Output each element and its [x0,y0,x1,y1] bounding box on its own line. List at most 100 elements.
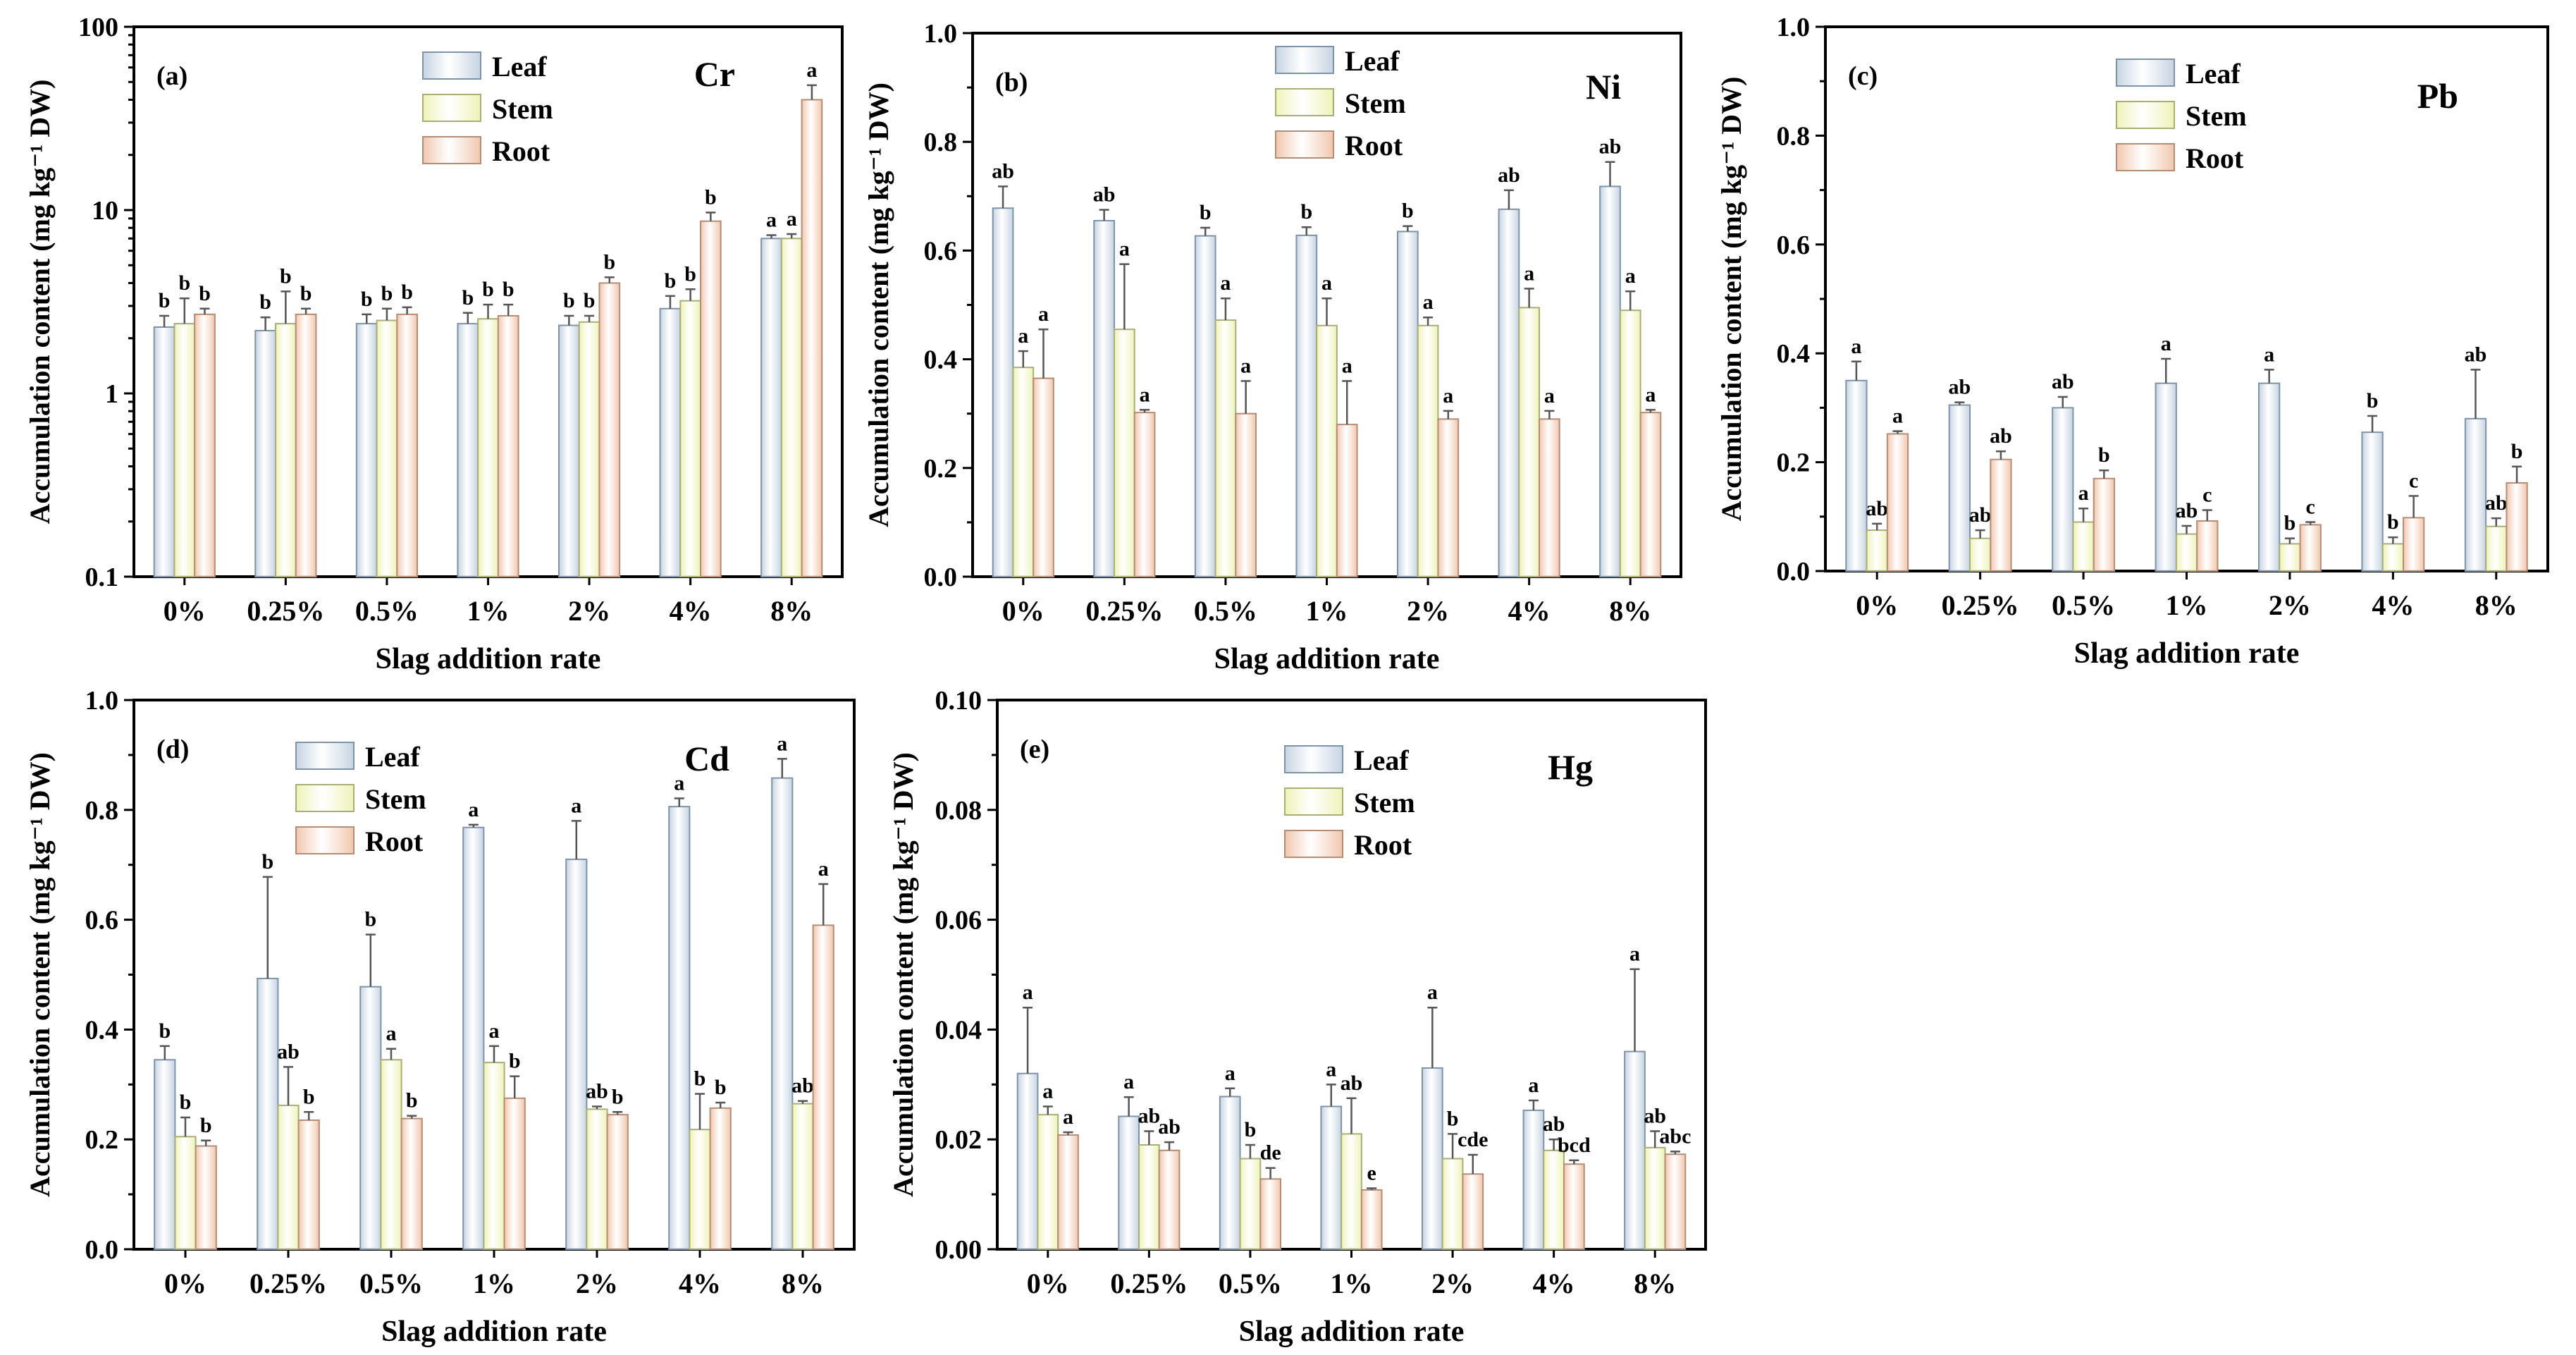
bar-root [1336,424,1358,577]
x-axis-title: Slag addition rate [1239,1316,1465,1348]
y-tick-label: 0.6 [924,236,958,266]
y-tick-label: 0.4 [924,345,958,375]
bar-stem [1239,1158,1262,1250]
significance-letter: a [1892,405,1903,428]
y-tick-label: 0.00 [935,1235,982,1265]
significance-letter: a [1023,981,1033,1004]
bar-stem [1114,329,1135,577]
significance-letter: b [694,1067,706,1091]
significance-letter: b [509,1050,521,1073]
bar-root [497,314,519,577]
significance-letter: b [503,278,514,301]
significance-letter: a [1123,1070,1134,1093]
bar-leaf [2361,431,2384,572]
bar-root [1886,433,1909,572]
significance-letter: a [1342,354,1352,377]
significance-letter: b [1402,200,1414,223]
x-tick-label: 0% [1856,589,1898,621]
bar-stem [1518,307,1540,577]
y-tick-label: 0.10 [935,686,982,716]
bar-leaf [1845,379,1868,572]
bar-root [1057,1134,1079,1251]
significance-letter: a [1220,271,1231,295]
significance-letter: a [1625,264,1636,288]
element-title: Cr [694,54,735,94]
legend-swatch-stem [1284,787,1343,816]
significance-letter: b [2367,389,2379,412]
bar-root [2299,524,2322,572]
significance-letter: a [489,1019,500,1043]
significance-letter: b [2387,510,2399,534]
bar-leaf [1422,1067,1443,1251]
significance-letter: a [1851,335,1861,358]
bar-leaf [558,324,580,577]
x-tick-label: 0.5% [359,1268,423,1299]
bar-root [2093,477,2116,572]
bar-root [1235,412,1257,578]
significance-letter: b [361,288,373,311]
panel-label: (a) [156,61,187,91]
bar-leaf [771,777,794,1251]
significance-letter: b [2511,440,2523,463]
chart-panel-hg: 0.000.020.040.060.080.100%aaa0.25%aabab0… [887,686,1707,1348]
significance-letter: ab [1498,164,1520,187]
significance-letter: b [159,1019,171,1043]
x-tick-label: 0% [164,595,206,627]
significance-letter: ab [2052,370,2074,393]
y-tick-label: 0.8 [1777,121,1811,151]
bar-leaf [2155,382,2177,572]
significance-letter: b [180,1091,192,1114]
bar-stem [1012,367,1035,577]
significance-letter: a [674,771,684,795]
bar-root [1259,1178,1282,1250]
legend-label: Leaf [1345,45,1400,77]
significance-letter: ab [277,1040,300,1063]
significance-letter: ab [2485,491,2508,515]
x-tick-label: 1% [467,595,510,627]
bar-stem [2485,525,2508,572]
legend-label: Stem [1354,787,1415,818]
bar-root [1462,1173,1484,1250]
legend-label: Root [365,826,424,857]
legend-swatch-root [295,826,355,854]
x-tick-label: 4% [670,595,712,627]
significance-letter: c [2306,496,2315,519]
legend-label: Leaf [492,51,547,82]
significance-letter: a [1326,1057,1336,1081]
significance-letter: e [1367,1162,1376,1185]
significance-letter: ab [1599,135,1622,159]
bar-leaf [1093,219,1116,577]
significance-letter: b [2098,443,2110,467]
x-tick-label: 2% [576,1268,618,1299]
significance-letter: ab [791,1074,814,1098]
bar-stem [483,1062,505,1250]
significance-letter: a [1544,384,1555,407]
panel-label: (e) [1020,735,1049,764]
x-tick-label: 1% [2166,589,2208,621]
x-tick-label: 8% [1634,1268,1676,1299]
bar-stem [1441,1158,1464,1250]
y-tick-label: 0.0 [85,1235,119,1265]
y-tick-label: 0.06 [935,906,982,936]
legend-label: Root [492,135,550,167]
significance-letter: b [300,282,312,305]
bar-stem [376,319,398,577]
x-tick-label: 0% [1027,1268,1069,1299]
bar-root [1437,418,1460,577]
significance-letter: ab [586,1079,608,1103]
bar-root [812,924,834,1250]
significance-letter: a [777,732,787,755]
significance-letter: a [2264,343,2274,366]
legend-swatch-stem [295,784,355,812]
y-tick-label: 0.0 [924,563,958,592]
panel-label: (d) [156,735,189,764]
bar-leaf [659,307,682,577]
legend-swatch-stem [2116,101,2175,129]
significance-letter: a [766,209,777,232]
bar-root [295,313,317,577]
significance-letter: ab [2465,343,2487,366]
significance-letter: a [1629,943,1640,966]
significance-letter: ab [1866,497,1888,520]
significance-letter: de [1260,1141,1281,1165]
legend-label: Leaf [1354,744,1409,776]
